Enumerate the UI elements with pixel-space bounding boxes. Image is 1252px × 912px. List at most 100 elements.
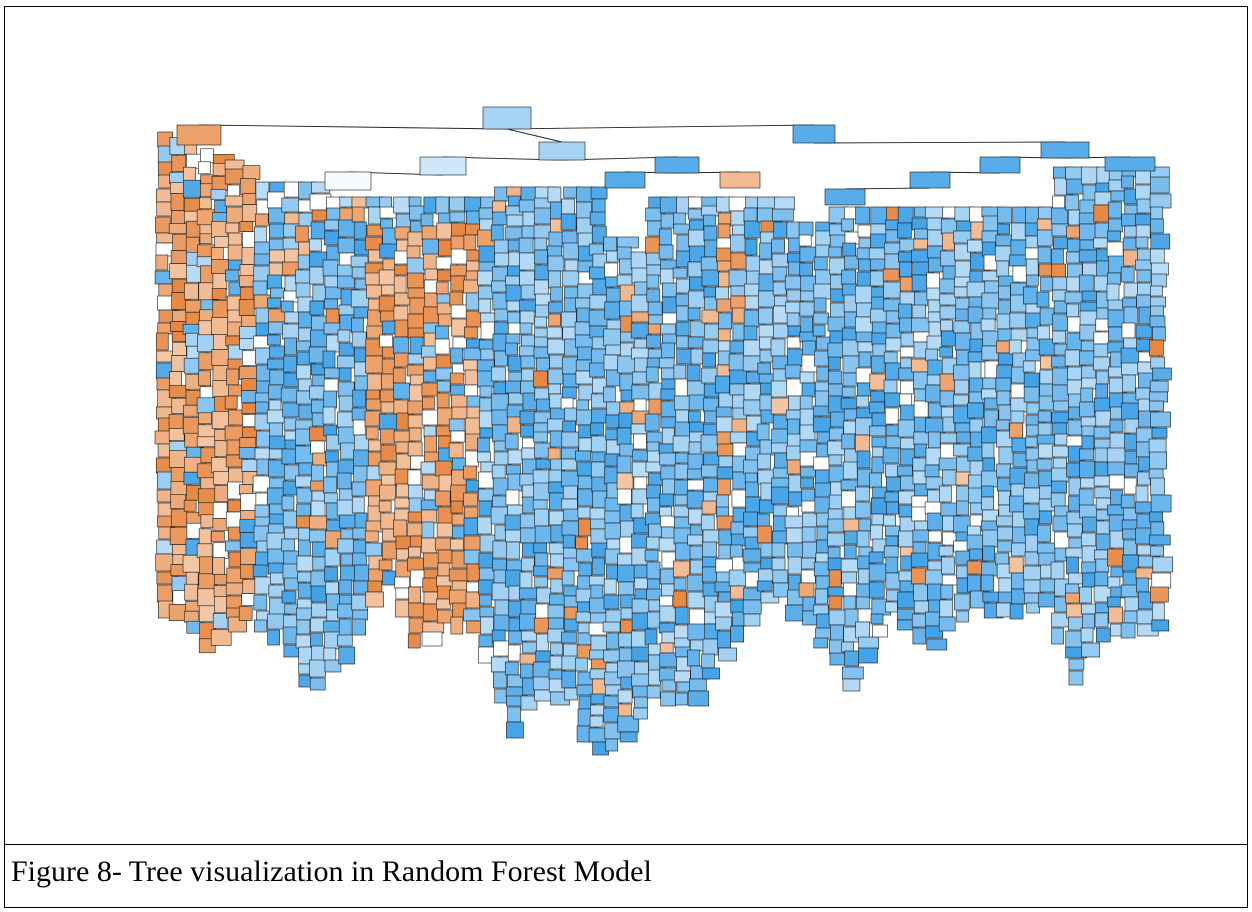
tree-node-top <box>792 124 836 144</box>
tree-node-class-1 <box>801 488 816 503</box>
tree-node-class-1 <box>816 366 831 382</box>
tree-node-class-1 <box>280 300 294 313</box>
tree-node-class-0 <box>437 585 451 600</box>
tree-node-class-1 <box>659 493 675 507</box>
tree-node-class-1 <box>1066 303 1080 318</box>
tree-node-class-0 <box>242 579 257 594</box>
tree-node-class-1 <box>1036 458 1053 471</box>
tree-node-class-1 <box>701 269 721 287</box>
tree-node-class-1 <box>1053 457 1067 470</box>
tree-node-class-1 <box>1149 451 1167 470</box>
tree-node-class-1 <box>634 696 648 709</box>
tree-node-class-1 <box>843 595 857 611</box>
tree-node-class-1 <box>268 384 283 400</box>
tree-node-class-1 <box>981 442 995 459</box>
tree-node-class-0 <box>422 603 439 622</box>
tree-node-class-1 <box>743 339 763 357</box>
tree-node-class-1 <box>856 530 870 548</box>
tree-node-class-0 <box>421 225 439 241</box>
tree-node-class-1 <box>1065 194 1079 211</box>
tree-node-class-1 <box>535 458 552 470</box>
tree-node-class-1 <box>507 311 521 325</box>
tree-node-class-1 <box>282 626 298 645</box>
tree-node-class-1 <box>911 317 931 333</box>
tree-node-class-1 <box>547 604 565 619</box>
tree-node-class-0 <box>618 703 632 718</box>
tree-node-class-1 <box>606 538 622 551</box>
tree-node-class-1 <box>535 633 549 652</box>
tree-node-class-1 <box>784 364 801 379</box>
tree-node-class-1 <box>322 259 339 277</box>
tree-node-class-1 <box>338 342 355 357</box>
tree-node-class-1 <box>225 269 239 282</box>
tree-node-class-1 <box>1150 233 1171 250</box>
tree-node-class-0 <box>1009 422 1023 439</box>
tree-node-class-1 <box>910 552 930 568</box>
tree-node-class-1 <box>661 342 675 359</box>
tree-node-class-1 <box>1010 410 1025 424</box>
tree-node-class-1 <box>858 351 872 368</box>
tree-node-class-1 <box>338 646 356 665</box>
tree-node-class-1 <box>981 388 997 400</box>
tree-node-class-1 <box>703 225 718 242</box>
tree-node-class-1 <box>561 198 575 215</box>
tree-node-class-0 <box>210 629 232 646</box>
tree-node-class-1 <box>505 380 521 394</box>
tree-node-class-1 <box>591 198 606 214</box>
tree-node-class-1 <box>689 545 705 560</box>
tree-node-class-1 <box>938 545 954 557</box>
tree-node-class-1 <box>1095 383 1109 400</box>
tree-node-class-1 <box>241 459 259 472</box>
tree-node-class-0 <box>424 292 440 308</box>
tree-node-class-1 <box>561 230 578 245</box>
tree-node-top <box>538 141 586 161</box>
tree-node-class-1 <box>814 350 829 367</box>
tree-node-class-0 <box>407 557 424 572</box>
tree-node-class-1 <box>924 464 940 478</box>
tree-node-class-0 <box>224 159 245 171</box>
tree-node-top <box>1040 141 1090 159</box>
tree-node-class-1 <box>1079 401 1095 418</box>
tree-node-class-0 <box>199 224 213 236</box>
tree-node-class-1 <box>477 516 492 535</box>
tree-node-class-0 <box>942 232 955 251</box>
tree-node-class-0 <box>198 282 215 301</box>
tree-node-class-1 <box>815 552 831 564</box>
tree-node-class-1 <box>672 435 692 453</box>
tree-node-class-1 <box>269 181 287 194</box>
tree-node-class-1 <box>786 336 801 349</box>
tree-node-class-1 <box>351 317 364 334</box>
tree-node-class-1 <box>730 599 745 614</box>
tree-node-class-0 <box>506 186 523 198</box>
tree-node-class-1 <box>1051 612 1069 628</box>
tree-node-class-0 <box>855 434 870 453</box>
tree-node-class-1 <box>296 487 313 504</box>
tree-node-class-1 <box>605 344 623 356</box>
tree-node-class-1 <box>885 535 899 547</box>
tree-node-class-1 <box>617 564 637 583</box>
tree-node-class-1 <box>506 721 524 739</box>
tree-node-class-1 <box>813 561 830 577</box>
tree-node-class-1 <box>631 612 650 631</box>
tree-node-class-1 <box>323 424 338 437</box>
tree-node-class-1 <box>309 300 325 316</box>
tree-node-class-0 <box>448 442 464 459</box>
tree-node-class-1 <box>352 419 366 436</box>
tree-node-class-1 <box>914 291 928 307</box>
tree-node-class-1 <box>588 727 607 743</box>
tree-node-class-1 <box>576 409 592 426</box>
tree-node-class-1 <box>1148 534 1171 546</box>
tree-node-class-1 <box>561 670 577 689</box>
tree-node-class-0 <box>200 148 214 164</box>
decision-tree-visualization <box>154 106 1174 756</box>
tree-node-class-1 <box>1152 326 1166 342</box>
tree-node-class-1 <box>646 274 660 289</box>
tree-node-class-1 <box>715 375 730 394</box>
tree-node-class-1 <box>800 477 814 489</box>
tree-node-class-1 <box>422 238 439 256</box>
tree-node-class-0 <box>183 610 199 623</box>
tree-node-class-1 <box>743 220 760 239</box>
tree-node-class-1 <box>743 383 763 401</box>
tree-node-class-1 <box>743 325 758 341</box>
tree-node-class-1 <box>547 368 564 385</box>
